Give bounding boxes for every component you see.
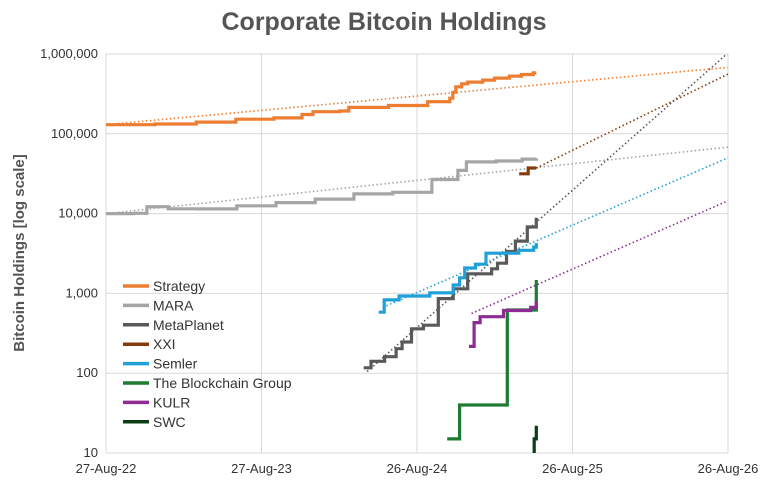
x-tick-label: 26-Aug-26 (698, 461, 759, 476)
x-tick-label: 27-Aug-23 (231, 461, 292, 476)
trendline-mara (106, 146, 728, 215)
trendline-kulr (471, 199, 728, 315)
legend-label: The Blockchain Group (153, 375, 292, 391)
legend-label: Semler (153, 356, 198, 372)
series-layer (106, 71, 538, 453)
legend-item-the-blockchain-group: The Blockchain Group (123, 375, 292, 391)
series-line-metaplanet (363, 217, 538, 370)
chart-title: Corporate Bitcoin Holdings (222, 8, 547, 36)
x-tick-label: 26-Aug-25 (542, 461, 603, 476)
legend-label: MARA (153, 297, 194, 313)
trendline-metaplanet (366, 54, 728, 373)
legend-item-semler: Semler (123, 356, 198, 372)
x-tick-label: 26-Aug-24 (387, 461, 448, 476)
series-line-swc (532, 425, 538, 453)
series-line-semler (378, 243, 538, 314)
grid-layer (105, 53, 729, 454)
legend: Strategy MARA MetaPlanet XXI Semler The Block… (123, 278, 292, 430)
legend-item-swc: SWC (123, 414, 186, 430)
tick-label-layer: 10 100 1,000 10,000 100,000 1,000,000 27-Aug-2… (40, 46, 758, 476)
legend-item-xxi: XXI (123, 336, 176, 352)
y-axis-label: Bitcoin Holdings [log scale] (11, 154, 28, 352)
trendline-layer (106, 54, 728, 373)
series-line-the-blockchain-group (447, 280, 538, 441)
legend-label: XXI (153, 336, 176, 352)
legend-label: Strategy (153, 278, 205, 294)
y-tick-label: 10 (84, 445, 98, 460)
series-line-kulr (469, 301, 538, 348)
y-tick-label: 100 (76, 365, 98, 380)
series-line-mara (106, 157, 538, 216)
trendline-xxi (535, 73, 728, 169)
legend-label: MetaPlanet (153, 317, 224, 333)
y-tick-label: 1,000 (65, 285, 98, 300)
trendline-strategy (106, 66, 728, 126)
legend-label: SWC (153, 414, 186, 430)
legend-item-kulr: KULR (123, 394, 190, 410)
legend-item-metaplanet: MetaPlanet (123, 317, 224, 333)
y-tick-label: 1,000,000 (40, 46, 98, 61)
legend-label: KULR (153, 394, 190, 410)
legend-item-mara: MARA (123, 297, 194, 313)
x-tick-label: 27-Aug-22 (76, 461, 137, 476)
y-tick-label: 100,000 (51, 126, 98, 141)
y-tick-label: 10,000 (58, 206, 98, 221)
legend-item-strategy: Strategy (123, 278, 205, 294)
series-line-strategy (106, 71, 537, 127)
series-line-xxi (519, 166, 537, 176)
